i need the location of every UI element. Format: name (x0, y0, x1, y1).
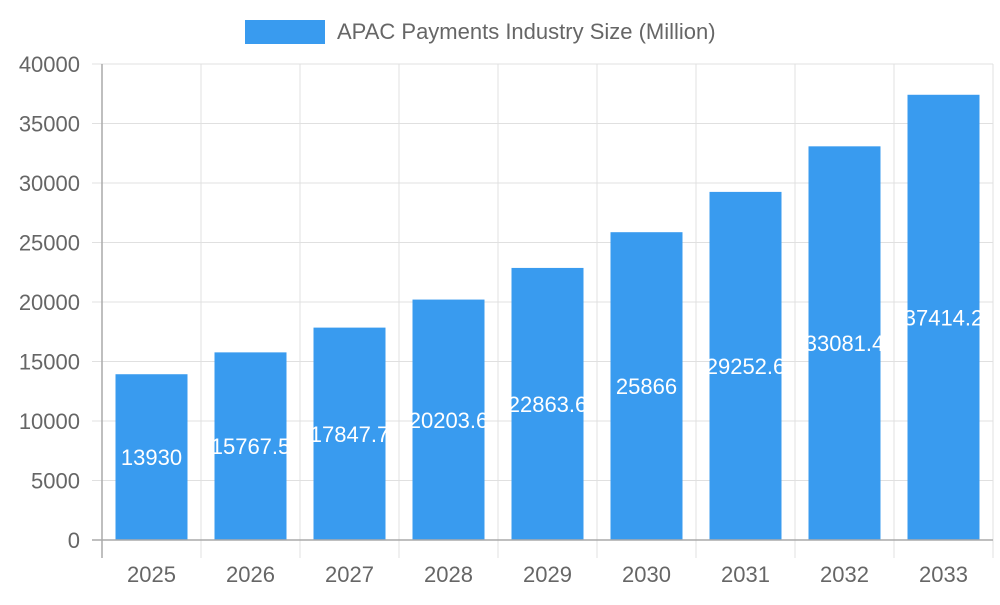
legend[interactable]: APAC Payments Industry Size (Million) (245, 19, 716, 44)
x-tick-label: 2033 (919, 562, 968, 587)
bar-2025 (115, 374, 188, 540)
data-label: 17847.7 (310, 422, 390, 447)
data-label: 20203.6 (409, 408, 489, 433)
data-label: 15767.5 (211, 434, 291, 459)
y-tick-label: 20000 (19, 290, 80, 315)
data-label: 37414.2 (904, 305, 984, 330)
x-tick-label: 2025 (127, 562, 176, 587)
bar-2030 (610, 232, 683, 541)
bar-2033 (907, 94, 980, 540)
y-tick-label: 5000 (31, 469, 80, 494)
x-tick-label: 2030 (622, 562, 671, 587)
bar-2026 (214, 352, 287, 540)
bar-2031 (709, 191, 782, 541)
bar-2029 (511, 267, 584, 540)
data-label: 13930 (121, 445, 182, 470)
y-tick-label: 40000 (19, 52, 80, 77)
bar-2028 (412, 299, 485, 540)
x-tick-label: 2029 (523, 562, 572, 587)
y-tick-label: 35000 (19, 112, 80, 137)
bar-2027 (313, 327, 386, 540)
y-tick-label: 25000 (19, 231, 80, 256)
x-tick-label: 2026 (226, 562, 275, 587)
y-tick-label: 0 (68, 528, 80, 553)
data-label: 33081.4 (805, 331, 885, 356)
x-tick-label: 2031 (721, 562, 770, 587)
data-label: 29252.6 (706, 354, 786, 379)
x-tick-label: 2027 (325, 562, 374, 587)
legend-label: APAC Payments Industry Size (Million) (337, 19, 716, 44)
x-tick-label: 2028 (424, 562, 473, 587)
y-tick-label: 10000 (19, 409, 80, 434)
y-tick-label: 15000 (19, 350, 80, 375)
legend-swatch (245, 20, 325, 44)
data-label: 25866 (616, 374, 677, 399)
data-label: 22863.6 (508, 392, 588, 417)
bar-2032 (808, 146, 881, 540)
y-tick-label: 30000 (19, 171, 80, 196)
x-tick-label: 2032 (820, 562, 869, 587)
